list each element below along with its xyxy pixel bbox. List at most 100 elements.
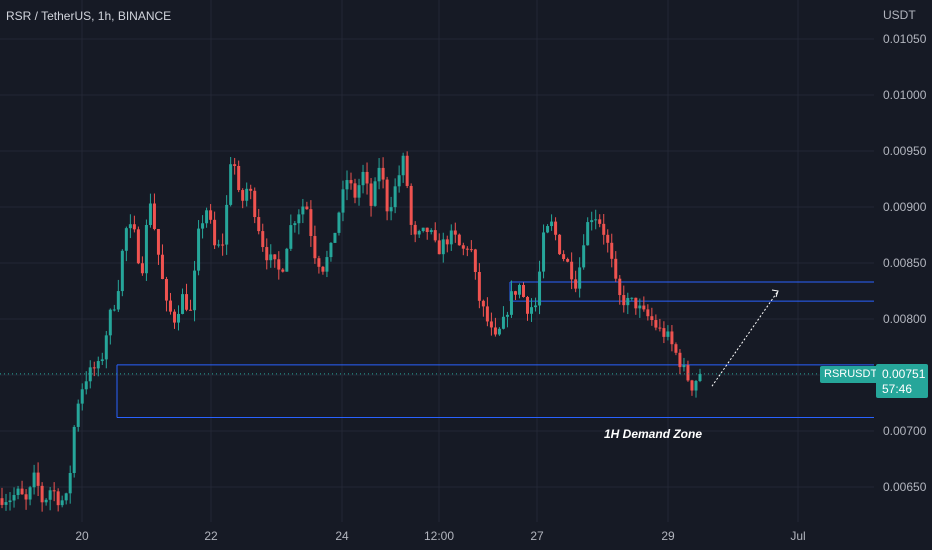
price-tick-label: 0.00950: [883, 144, 927, 158]
candle-body: [453, 230, 457, 235]
candle-body: [309, 209, 313, 237]
candle-body: [116, 291, 120, 310]
candle-body: [409, 185, 413, 225]
candle-body: [497, 328, 501, 335]
price-tick-label: 0.00850: [883, 256, 927, 270]
candle-body: [413, 224, 417, 235]
candle-body: [108, 309, 112, 336]
candle-body: [92, 367, 96, 369]
candle-body: [610, 242, 614, 259]
candle-body: [530, 307, 534, 314]
candle-body: [48, 490, 52, 500]
candle-body: [72, 426, 76, 474]
candle-body: [449, 230, 453, 245]
candle-body: [586, 222, 590, 246]
candle-body: [217, 244, 221, 246]
candle-body: [16, 488, 20, 496]
candle-body: [177, 313, 181, 323]
candle-body: [345, 180, 349, 190]
candle-body: [249, 188, 253, 191]
symbol-tag: RSRUSDT: [820, 366, 882, 383]
candle-body: [8, 500, 12, 503]
candle-body: [205, 210, 209, 224]
currency-label: USDT: [883, 8, 916, 22]
candle-body: [128, 224, 132, 229]
candle-body: [36, 472, 40, 486]
candle-body: [433, 230, 437, 241]
time-axis[interactable]: 20 22 24 12:00 27 29 Jul: [75, 529, 805, 543]
time-tick-label: 24: [335, 529, 349, 543]
candle-body: [0, 498, 4, 505]
candle-body: [68, 473, 72, 494]
arrow-head-icon: [771, 289, 779, 298]
candle-body: [473, 249, 477, 272]
grid: [0, 0, 874, 522]
candle-body: [40, 485, 44, 503]
candle-body: [313, 236, 317, 259]
candle-body: [598, 219, 602, 224]
candle-body: [325, 257, 329, 272]
candle-body: [373, 181, 377, 206]
candle-body: [44, 499, 48, 503]
price-axis[interactable]: USDT 0.01050 0.01000 0.00950 0.00900 0.00850…: [883, 8, 927, 494]
candle-body: [437, 240, 441, 255]
candle-body: [164, 279, 168, 301]
time-tick-label: 20: [75, 529, 89, 543]
candle-body: [257, 217, 261, 232]
candle-body: [193, 270, 197, 311]
candles: [0, 151, 702, 512]
candle-body: [96, 361, 100, 369]
candle-body: [674, 344, 678, 353]
candle-body: [349, 180, 353, 184]
candle-body: [84, 381, 88, 390]
candle-body: [241, 190, 245, 201]
candle-body: [112, 309, 116, 311]
candle-body: [638, 305, 642, 309]
time-tick-label: 22: [204, 529, 218, 543]
candle-body: [144, 225, 148, 274]
candle-body: [690, 380, 694, 391]
candle-body: [337, 212, 341, 233]
candle-body: [369, 183, 373, 206]
candle-body: [261, 231, 265, 248]
candle-body: [509, 291, 513, 315]
candle-body: [546, 226, 550, 233]
candle-body: [341, 189, 345, 213]
candle-body: [269, 254, 273, 261]
candle-body: [670, 331, 674, 345]
candle-body: [505, 314, 509, 317]
overlays: [0, 289, 874, 387]
candle-body: [120, 250, 124, 292]
last-price-tag: 0.00751 57:46: [876, 364, 928, 398]
candle-body: [301, 206, 305, 215]
candle-body: [245, 188, 249, 201]
candle-body: [417, 231, 421, 235]
candle-body: [678, 352, 682, 368]
candle-body: [297, 214, 301, 224]
candle-body: [277, 259, 281, 270]
candle-body: [189, 309, 193, 311]
candle-body: [606, 234, 610, 243]
candle-body: [445, 239, 449, 245]
candle-body: [100, 359, 104, 362]
candle-body: [397, 175, 401, 187]
candle-body: [521, 284, 525, 297]
candle-body: [574, 279, 578, 289]
candle-body: [273, 254, 277, 260]
candle-body: [329, 242, 333, 258]
candle-body: [614, 258, 618, 279]
time-tick-label: 27: [530, 529, 544, 543]
candle-body: [493, 327, 497, 335]
candle-body: [88, 367, 92, 382]
candle-body: [662, 328, 666, 337]
candle-body: [429, 230, 433, 233]
candle-body: [389, 207, 393, 212]
candle-body: [517, 284, 521, 295]
candle-body: [76, 403, 80, 427]
price-tick-label: 0.01050: [883, 32, 927, 46]
candle-body: [201, 223, 205, 229]
last-price-value: 0.00751: [882, 367, 926, 381]
candle-body: [554, 221, 558, 235]
